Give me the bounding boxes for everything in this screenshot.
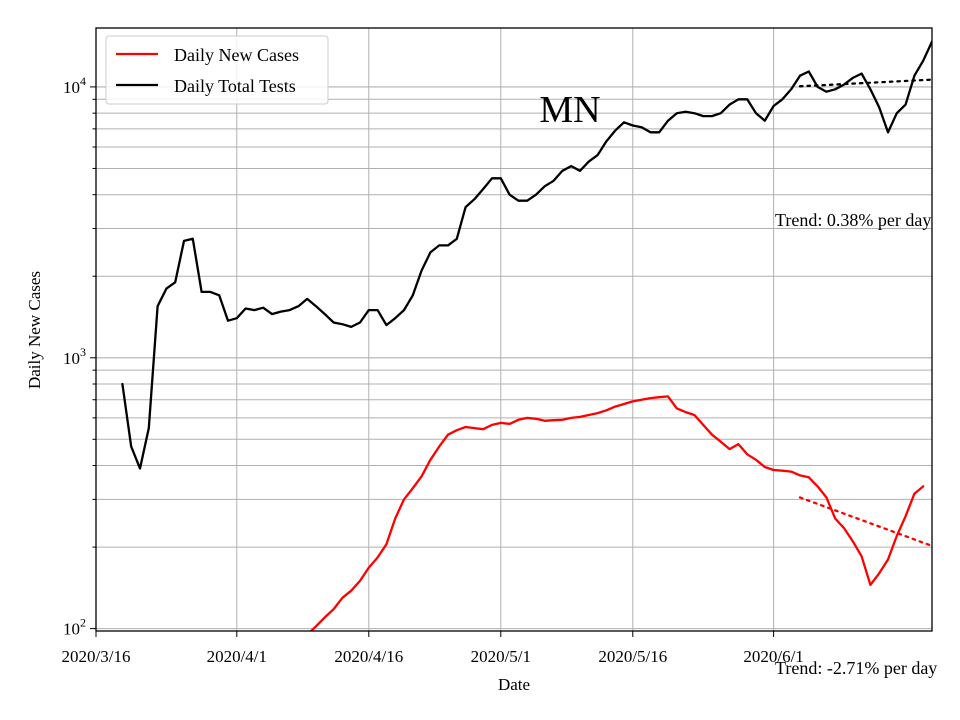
x-tick-label: 2020/4/16 xyxy=(334,647,403,666)
legend: Daily New Cases Daily Total Tests xyxy=(105,35,329,105)
x-tick-label: 2020/4/1 xyxy=(207,647,267,666)
y-tick-label: 103 xyxy=(63,345,86,368)
legend-label-tests: Daily Total Tests xyxy=(174,76,296,96)
legend-box xyxy=(105,35,329,105)
x-tick-label: 2020/5/1 xyxy=(471,647,531,666)
grid xyxy=(95,28,932,631)
x-tick-label: 2020/3/16 xyxy=(62,647,131,666)
y-axis-label: Daily New Cases xyxy=(25,271,44,389)
trend-layer xyxy=(798,78,932,548)
x-tick-label: 2020/6/1 xyxy=(743,647,803,666)
trend-line-cases xyxy=(798,496,932,548)
series-line-daily-new-cases xyxy=(309,395,925,631)
y-tick-label: 104 xyxy=(63,74,86,97)
series-layer xyxy=(121,40,932,631)
state-label: MN xyxy=(539,89,600,131)
axis-ticks: 2020/3/16 2020/4/1 2020/4/16 2020/5/1 2020/5… xyxy=(62,74,804,666)
trend-label-tests: Trend: 0.38% per day xyxy=(775,210,931,230)
x-axis-label: Date xyxy=(498,675,530,694)
x-tick-label: 2020/5/16 xyxy=(598,647,667,666)
trend-label-cases: Trend: -2.71% per day xyxy=(775,658,937,678)
trend-line-tests xyxy=(798,78,932,88)
plot-frame xyxy=(95,27,933,632)
series-line-daily-total-tests xyxy=(121,40,932,470)
y-tick-label: 102 xyxy=(63,616,86,639)
legend-label-cases: Daily New Cases xyxy=(174,45,299,65)
